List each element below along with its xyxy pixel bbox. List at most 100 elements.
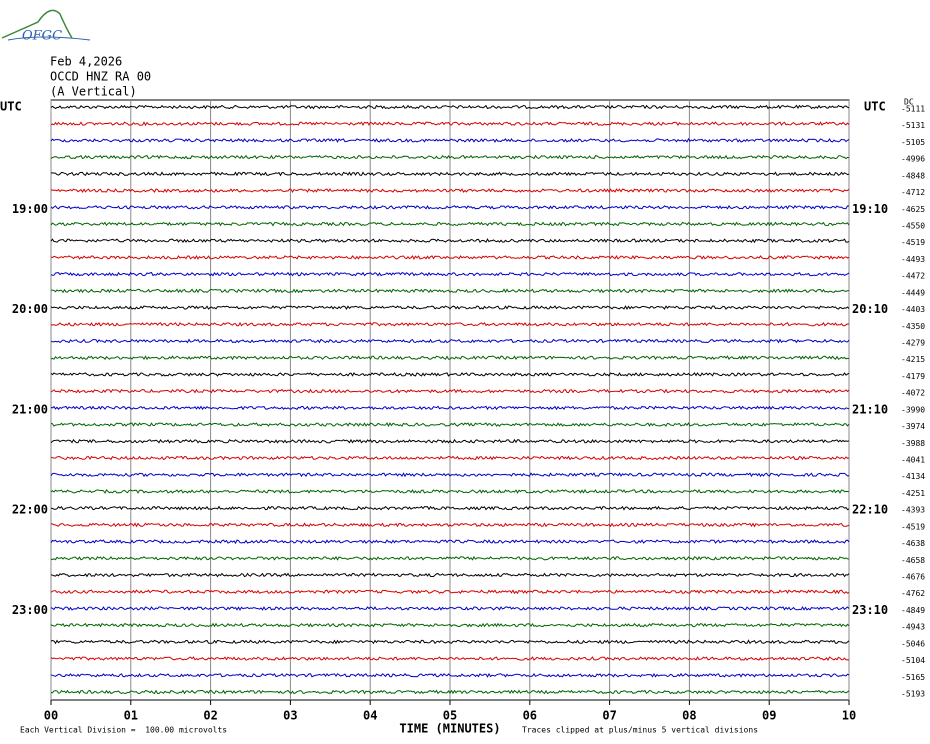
right-time-label: 21:10	[852, 402, 888, 416]
dc-offset-label: -5111	[901, 105, 925, 114]
dc-offset-label: -4625	[901, 205, 925, 214]
right-time-label: 20:10	[852, 302, 888, 316]
dc-offset-label: -4134	[901, 472, 925, 481]
trace	[50, 572, 850, 578]
dc-offset-label: -4550	[901, 222, 925, 231]
dc-offset-label: -4848	[901, 171, 925, 180]
x-tick-label: 00	[44, 709, 58, 723]
trace	[50, 489, 850, 494]
dc-offset-label: -4658	[901, 556, 925, 565]
x-tick-label: 05	[443, 709, 457, 723]
trace	[50, 605, 850, 611]
x-tick-label: 01	[124, 709, 138, 723]
trace	[50, 254, 850, 260]
dc-offset-label: -4712	[901, 188, 925, 197]
dc-offset-label: -4279	[901, 339, 925, 348]
trace	[50, 422, 850, 428]
trace	[50, 321, 850, 327]
right-time-label: 19:10	[852, 202, 888, 216]
left-axis-label: UTC	[0, 100, 22, 114]
dc-offset-label: -5131	[901, 121, 925, 130]
dc-offset-label: -4493	[901, 255, 925, 264]
trace	[50, 372, 850, 377]
trace	[50, 121, 850, 127]
trace	[50, 539, 850, 545]
dc-offset-label: -4403	[901, 305, 925, 314]
trace	[50, 505, 850, 511]
trace	[50, 204, 850, 210]
dc-offset-label: -4393	[901, 506, 925, 515]
dc-offset-label: -3974	[901, 422, 925, 431]
date: Feb 4,2026	[50, 55, 122, 69]
dc-offset-label: -4519	[901, 238, 925, 247]
left-time-label: 22:00	[12, 503, 48, 517]
trace	[50, 104, 850, 110]
dc-offset-label: -4519	[901, 522, 925, 531]
trace	[50, 472, 850, 478]
trace	[50, 338, 850, 344]
left-time-label: 21:00	[12, 402, 48, 416]
dc-offset-label: -4251	[901, 489, 925, 498]
trace	[51, 522, 850, 528]
dc-offset-label: -5104	[901, 656, 925, 665]
x-tick-label: 10	[842, 709, 856, 723]
dc-offset-label: -4072	[901, 389, 925, 398]
component: (A Vertical)	[50, 85, 137, 99]
trace	[50, 656, 850, 661]
right-axis-label: UTC	[864, 100, 886, 114]
x-axis-label: TIME (MINUTES)	[399, 722, 500, 736]
trace	[50, 639, 850, 645]
dc-offset-label: -5165	[901, 673, 925, 682]
dc-offset-label: -4676	[901, 573, 925, 582]
dc-offset-label: -4041	[901, 456, 925, 465]
dc-offset-label: -4449	[901, 288, 925, 297]
trace	[50, 438, 850, 444]
logo-text: OFGC	[22, 29, 62, 44]
x-tick-label: 02	[203, 709, 217, 723]
trace	[50, 622, 850, 628]
dc-offset-label: -4996	[901, 155, 925, 164]
trace	[50, 305, 850, 311]
logo: OFGC	[1, 9, 91, 44]
clip-note: Traces clipped at plus/minus 5 vertical …	[522, 726, 758, 735]
dc-offset-label: -4215	[901, 355, 925, 364]
dc-offset-label: -4350	[901, 322, 925, 331]
trace	[50, 288, 850, 294]
x-tick-label: 09	[762, 709, 776, 723]
dc-offset-label: -4943	[901, 623, 925, 632]
dc-offset-label: -4762	[901, 589, 925, 598]
left-time-label: 19:00	[12, 202, 48, 216]
trace	[50, 555, 850, 561]
trace	[50, 154, 850, 160]
trace	[50, 137, 850, 143]
trace	[50, 238, 850, 244]
dc-offset-label: -4638	[901, 539, 925, 548]
x-tick-label: 07	[602, 709, 616, 723]
dc-offset-label: -4472	[901, 272, 925, 281]
dc-offset-label: -4179	[901, 372, 925, 381]
trace	[50, 355, 850, 361]
trace	[50, 271, 850, 277]
trace	[50, 188, 850, 193]
scale-note: Each Vertical Division = 100.00 microvol…	[20, 726, 227, 735]
trace	[50, 689, 850, 695]
logo-shape	[7, 36, 91, 41]
dc-offset-label: -5105	[901, 138, 925, 147]
dc-offset-label: -4849	[901, 606, 925, 615]
right-time-label: 22:10	[852, 503, 888, 517]
dc-offset-label: -3988	[901, 439, 925, 448]
left-time-label: 20:00	[12, 302, 48, 316]
trace	[50, 589, 850, 595]
left-time-label: 23:00	[12, 603, 48, 617]
trace	[50, 672, 850, 678]
trace	[50, 221, 850, 227]
trace	[50, 455, 850, 461]
trace	[50, 171, 850, 177]
trace	[50, 405, 850, 411]
right-time-label: 23:10	[852, 603, 888, 617]
x-tick-label: 03	[283, 709, 297, 723]
offset-label: DC	[904, 98, 914, 107]
logo-shape	[1, 9, 73, 39]
dc-offset-label: -3990	[901, 405, 925, 414]
